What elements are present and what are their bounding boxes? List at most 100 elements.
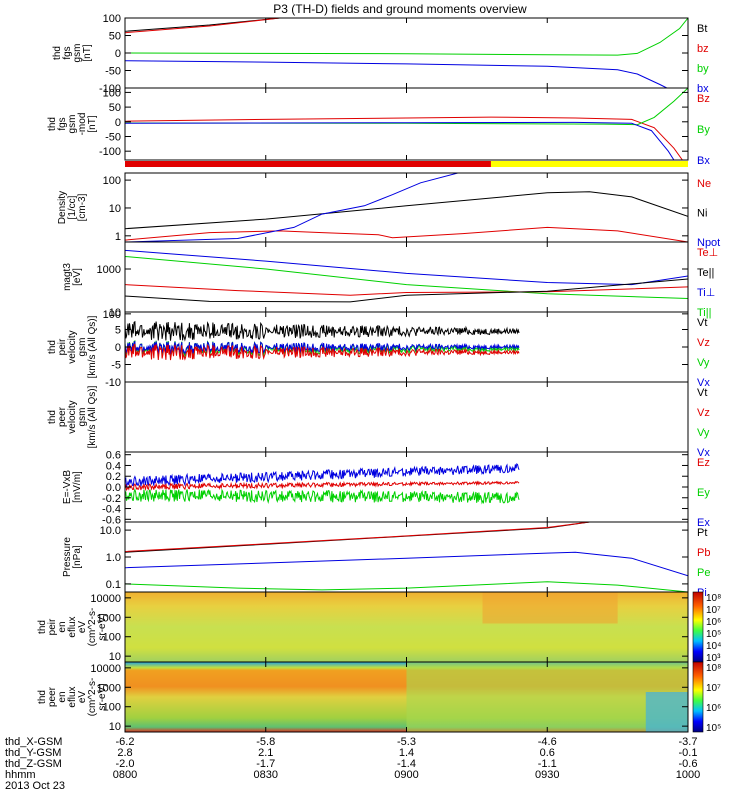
panel-fgs_dsl: 100 50 0 -50 -100 thd fgs gsm -mod [nT] Bz By Bx <box>47 87 710 167</box>
series-Ti_perp-line <box>125 249 688 286</box>
series-Ti_par-line <box>125 256 688 299</box>
series-by-line <box>125 18 688 56</box>
y-tick-label: 100 <box>103 632 121 644</box>
y-axis-label-line: [1/cc] <box>67 195 78 219</box>
y-axis-label-line: [eV] <box>72 268 83 286</box>
series-bt-line <box>125 18 280 32</box>
y-axis-label-line: [km/s (All Qs)] <box>87 315 98 378</box>
legend-Vt: Vt <box>697 317 707 329</box>
ephemeris-label: thd_Y-GSM <box>5 747 61 759</box>
series-Ey-line <box>125 488 520 505</box>
panel-ion_velocity: 10 5 0 -5 -10 thd peir velocity gsm [km/s (All Qs… <box>47 307 710 389</box>
y-tick-label: 10 <box>109 721 121 733</box>
ephemeris-value: 2.8 <box>117 747 132 759</box>
series-Te_perp-line <box>125 284 688 296</box>
y-axis-label-line: thd <box>52 46 63 60</box>
y-axis-label-line: (cm^2-s- <box>87 608 98 647</box>
y-axis-label-line: thd <box>47 410 58 424</box>
y-axis-label-line: Pressure <box>62 537 73 577</box>
colorbar-electron_spec <box>692 661 704 733</box>
y-axis-label-line: -mod <box>77 113 88 136</box>
y-tick-label: 0.6 <box>106 450 121 462</box>
y-tick-label: 0 <box>115 48 121 60</box>
series-Ni-line <box>125 191 688 230</box>
y-axis-label-line: peir <box>57 338 68 355</box>
legend-Vt: Vt <box>697 387 707 399</box>
y-tick-label: 100 <box>103 87 121 99</box>
legend-Ez: Ez <box>697 457 710 469</box>
legend-Vy: Vy <box>697 357 710 369</box>
series-Ez-line <box>125 480 520 492</box>
y-axis-label-line: (cm^2-s- <box>87 678 98 717</box>
y-axis-label-line: gsm <box>77 408 88 427</box>
legend-Ex: Ex <box>697 517 710 529</box>
series-Vt-line <box>125 320 520 342</box>
y-axis-label-line: fgs <box>57 117 68 130</box>
y-tick-label: 1.0 <box>106 552 121 564</box>
ephemeris-value: 1.4 <box>399 747 414 759</box>
ephemeris-value: -0.6 <box>679 758 698 770</box>
y-axis-label-line: en <box>57 621 68 632</box>
legend-by: by <box>697 63 709 75</box>
spectrogram-warm-region <box>482 592 618 624</box>
y-axis-label-line: Density <box>57 191 68 224</box>
legend-Ni: Ni <box>697 208 707 220</box>
y-axis-label-line: [nPa] <box>72 545 83 569</box>
ephemeris-value: 0800 <box>113 769 137 781</box>
y-axis-label-line: eflux <box>67 616 78 637</box>
series-Pi-line <box>125 551 688 577</box>
ephemeris-value: -2.0 <box>116 758 135 770</box>
status-bar-yellow <box>490 161 688 167</box>
y-tick-label: 0.1 <box>106 579 121 591</box>
legend-Bz: Bz <box>697 93 710 105</box>
ephemeris-label: hhmm <box>5 769 36 781</box>
y-axis-label-line: [nT] <box>82 44 93 61</box>
legend-Vz: Vz <box>697 337 710 349</box>
date-label: 2013 Oct 23 <box>5 780 65 792</box>
ephemeris-value: 0900 <box>394 769 418 781</box>
y-tick-label: -5 <box>111 360 121 372</box>
y-axis-label-line: thd <box>47 340 58 354</box>
y-tick-label: -100 <box>99 146 121 158</box>
panel-frame <box>124 521 689 593</box>
y-axis-label-line: eV <box>77 621 88 634</box>
colorbar-tick-label: 10⁷ <box>706 683 721 694</box>
legend-Te||: Te|| <box>697 267 714 279</box>
colorbar-ion_spec <box>692 591 704 663</box>
y-tick-label: 1 <box>115 231 121 243</box>
y-tick-label: 10.0 <box>100 525 121 537</box>
y-axis-label-line: en <box>57 691 68 702</box>
y-tick-label: 5 <box>115 325 121 337</box>
ephemeris-value: -6.2 <box>116 736 135 748</box>
legend-By: By <box>697 124 710 136</box>
panel-frame <box>124 172 689 243</box>
series-Ne-line <box>125 226 688 242</box>
y-tick-label: 1000 <box>97 612 121 624</box>
ephemeris-label: thd_X-GSM <box>5 736 62 748</box>
y-axis-label-line: velocity <box>67 400 78 433</box>
ephemeris-value: -1.4 <box>397 758 416 770</box>
colorbar-tick-label: 10⁸ <box>706 593 721 604</box>
spectrogram-low-energy-region <box>645 692 688 732</box>
ephemeris-value: 2.1 <box>258 747 273 759</box>
y-tick-label: 0.4 <box>106 460 121 472</box>
y-axis-label-line: eflux <box>67 686 78 707</box>
y-axis-label-line: [cm-3] <box>77 193 88 221</box>
series-Bx-line <box>125 121 675 160</box>
y-tick-label: -100 <box>99 83 121 95</box>
ephemeris-label: thd_Z-GSM <box>5 758 62 770</box>
y-tick-label: 10000 <box>90 593 121 605</box>
legend-Bt: Bt <box>697 23 707 35</box>
y-tick-label: 100 <box>103 175 121 187</box>
y-axis-label-line: sr-eV) <box>97 683 108 710</box>
series-Vz-line <box>125 343 520 361</box>
ephemeris-value: -3.7 <box>679 736 698 748</box>
y-axis-label-line: thd <box>37 620 48 634</box>
y-tick-label: -0.2 <box>102 493 121 505</box>
series-Bz-line <box>125 116 683 160</box>
status-bar-red <box>125 161 491 167</box>
y-tick-label: -50 <box>105 66 121 78</box>
y-tick-label: 100 <box>103 702 121 714</box>
